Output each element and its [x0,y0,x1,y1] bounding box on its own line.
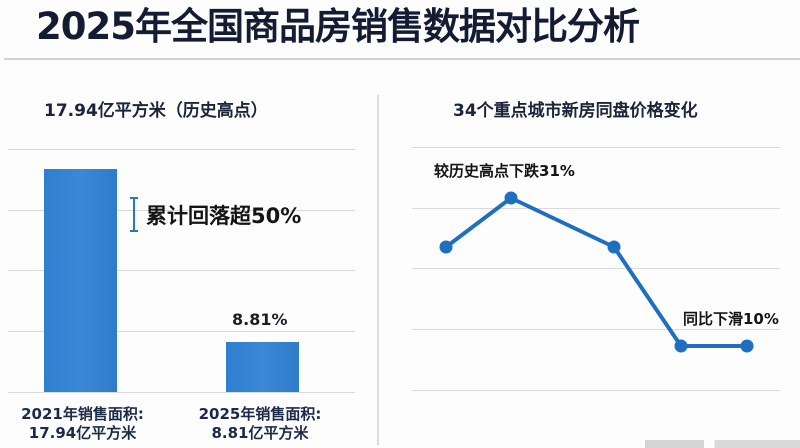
gridline [8,270,355,271]
x-label-2021-line1: 2021年销售面积: [21,405,144,423]
gridline [412,208,780,209]
bar-2021 [44,169,117,392]
x-label-2021: 2021年销售面积: 17.94亿平方米 [0,405,165,443]
gridline [8,210,355,211]
line-chart-title: 34个重点城市新房同盘价格变化 [453,101,698,121]
gridline [412,329,780,330]
range-bracket-icon [130,197,138,232]
decline-annotation: 累计回落超50% [146,204,302,228]
bar-chart-title: 17.94亿平方米（历史高点） [44,101,268,121]
x-label-2025-line1: 2025年销售面积: [198,405,322,423]
yoy-decline-annotation: 同比下滑10% [683,310,779,328]
blurred-watermark [645,440,800,448]
x-label-2025-line2: 8.81亿平方米 [211,424,309,442]
baseline [8,392,355,393]
bar-2025-value-label: 8.81% [232,310,288,329]
panel-divider [377,95,379,445]
gridline [8,331,355,332]
x-label-2025: 2025年销售面积: 8.81亿平方米 [185,405,335,443]
gridline [412,268,780,269]
title-divider [4,58,800,60]
bar-2025 [226,342,299,392]
line-chart-title-rule [412,147,780,148]
x-label-2021-line2: 17.94亿平方米 [28,424,137,442]
page-title: 2025年全国商品房销售数据对比分析 [36,5,640,48]
gridline [412,390,780,391]
bar-chart-title-rule [8,149,355,150]
peak-decline-annotation: 较历史高点下跌31% [434,162,575,180]
